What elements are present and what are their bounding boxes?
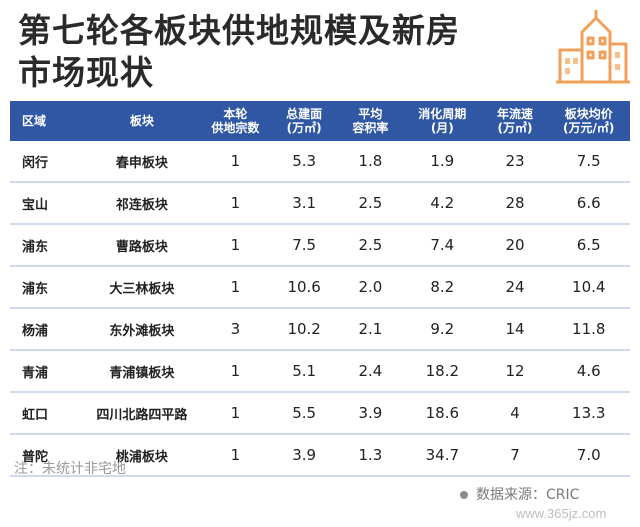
- header-block: 板块: [82, 101, 202, 141]
- table-cell: 10.4: [547, 266, 630, 309]
- bullet-icon: [460, 491, 468, 499]
- table-cell: 四川北路四平路: [82, 392, 202, 435]
- table-cell: 4.6: [547, 350, 630, 393]
- table-cell: 1.3: [338, 434, 403, 477]
- table-cell: 青浦镇板块: [82, 350, 202, 393]
- table-cell: 杨浦: [10, 308, 83, 351]
- table-cell: 9.2: [402, 308, 483, 351]
- table-cell: 10.2: [269, 308, 339, 351]
- table-row: 青浦 青浦镇板块 1 5.1 2.4 18.2 12 4.6: [10, 350, 630, 393]
- table-cell: 4: [482, 392, 548, 435]
- table-row: 虹口 四川北路四平路 1 5.5 3.9 18.6 4 13.3: [10, 392, 630, 435]
- table-cell: 23: [482, 141, 548, 183]
- table-cell: 11.8: [547, 308, 630, 351]
- table-cell: 曹路板块: [82, 224, 202, 267]
- table-cell: 13.3: [547, 392, 630, 435]
- table-cell: 5.5: [269, 392, 339, 435]
- table-cell: 2.1: [338, 308, 403, 351]
- buildings-icon: [556, 10, 630, 84]
- table-cell: 3.9: [269, 434, 339, 477]
- data-source-text: 数据来源：CRIC: [476, 487, 580, 503]
- table-row: 闵行 春申板块 1 5.3 1.8 1.9 23 7.5: [10, 141, 630, 183]
- table-cell: 2.0: [338, 266, 403, 309]
- table-cell: 5.1: [269, 350, 339, 393]
- table-cell: 东外滩板块: [82, 308, 202, 351]
- table-cell: 18.2: [402, 350, 483, 393]
- table-cell: 2.5: [338, 182, 403, 225]
- table-note: 注：未统计非宅地: [14, 461, 126, 477]
- table-cell: 大三林板块: [82, 266, 202, 309]
- table-cell: 春申板块: [82, 141, 202, 183]
- table-cell: 3.1: [269, 182, 339, 225]
- table-cell: 1: [201, 392, 270, 435]
- table-cell: 6.6: [547, 182, 630, 225]
- table-cell: 7.0: [547, 434, 630, 477]
- table-cell: 14: [482, 308, 548, 351]
- table-cell: 4.2: [402, 182, 483, 225]
- table-cell: 2.4: [338, 350, 403, 393]
- table-cell: 青浦: [10, 350, 83, 393]
- table-cell: 浦东: [10, 224, 83, 267]
- land-supply-table: 区域 板块 本轮 供地宗数 总建面 (万㎡) 平均 容积率 消化周期 (月) 年流速 (万…: [10, 101, 630, 477]
- table-cell: 7.5: [547, 141, 630, 183]
- title-line-1: 第七轮各板块供地规模及新房: [18, 11, 460, 50]
- table-row: 宝山 祁连板块 1 3.1 2.5 4.2 28 6.6: [10, 182, 630, 225]
- header-area: 总建面 (万㎡): [269, 101, 339, 141]
- table-cell: 3.9: [338, 392, 403, 435]
- header-parcels: 本轮 供地宗数: [201, 101, 270, 141]
- table-cell: 28: [482, 182, 548, 225]
- table-cell: 18.6: [402, 392, 483, 435]
- table-row: 杨浦 东外滩板块 3 10.2 2.1 9.2 14 11.8: [10, 308, 630, 351]
- table-cell: 1: [201, 266, 270, 309]
- table-cell: 1.9: [402, 141, 483, 183]
- header-plot-ratio: 平均 容积率: [338, 101, 403, 141]
- table-cell: 闵行: [10, 141, 83, 183]
- table-cell: 7: [482, 434, 548, 477]
- header-region: 区域: [10, 101, 83, 141]
- table-cell: 1: [201, 434, 270, 477]
- table-cell: 浦东: [10, 266, 83, 309]
- header-flow: 年流速 (万㎡): [482, 101, 548, 141]
- table-cell: 6.5: [547, 224, 630, 267]
- data-source: 数据来源：CRIC: [460, 484, 579, 504]
- table-cell: 12: [482, 350, 548, 393]
- table-cell: 7.5: [269, 224, 339, 267]
- table-cell: 2.5: [338, 224, 403, 267]
- table-cell: 1.8: [338, 141, 403, 183]
- table-cell: 1: [201, 141, 270, 183]
- table-cell: 7.4: [402, 224, 483, 267]
- table-row: 浦东 大三林板块 1 10.6 2.0 8.2 24 10.4: [10, 266, 630, 309]
- table-cell: 3: [201, 308, 270, 351]
- table-cell: 24: [482, 266, 548, 309]
- title-line-2: 市场现状: [18, 53, 154, 92]
- table-cell: 普陀: [10, 434, 83, 477]
- table-cell: 宝山: [10, 182, 83, 225]
- table-cell: 虹口: [10, 392, 83, 435]
- table-cell: 1: [201, 224, 270, 267]
- table-cell: 8.2: [402, 266, 483, 309]
- table-cell: 20: [482, 224, 548, 267]
- page-title: 第七轮各板块供地规模及新房 市场现状: [18, 10, 538, 94]
- table-cell: 1: [201, 350, 270, 393]
- table-row: 普陀 桃浦板块 1 3.9 1.3 34.7 7 7.0: [10, 434, 630, 477]
- table-cell: 祁连板块: [82, 182, 202, 225]
- header-price: 板块均价 (万元/㎡): [547, 101, 630, 141]
- table-cell: 桃浦板块: [82, 434, 202, 477]
- table-cell: 5.3: [269, 141, 339, 183]
- watermark: www.365jz.com: [516, 506, 607, 521]
- table-cell: 10.6: [269, 266, 339, 309]
- table-row: 浦东 曹路板块 1 7.5 2.5 7.4 20 6.5: [10, 224, 630, 267]
- table-header-row: 区域 板块 本轮 供地宗数 总建面 (万㎡) 平均 容积率 消化周期 (月) 年流速 (万…: [10, 101, 630, 141]
- table-cell: 34.7: [402, 434, 483, 477]
- header-digestion: 消化周期 (月): [402, 101, 483, 141]
- table-cell: 1: [201, 182, 270, 225]
